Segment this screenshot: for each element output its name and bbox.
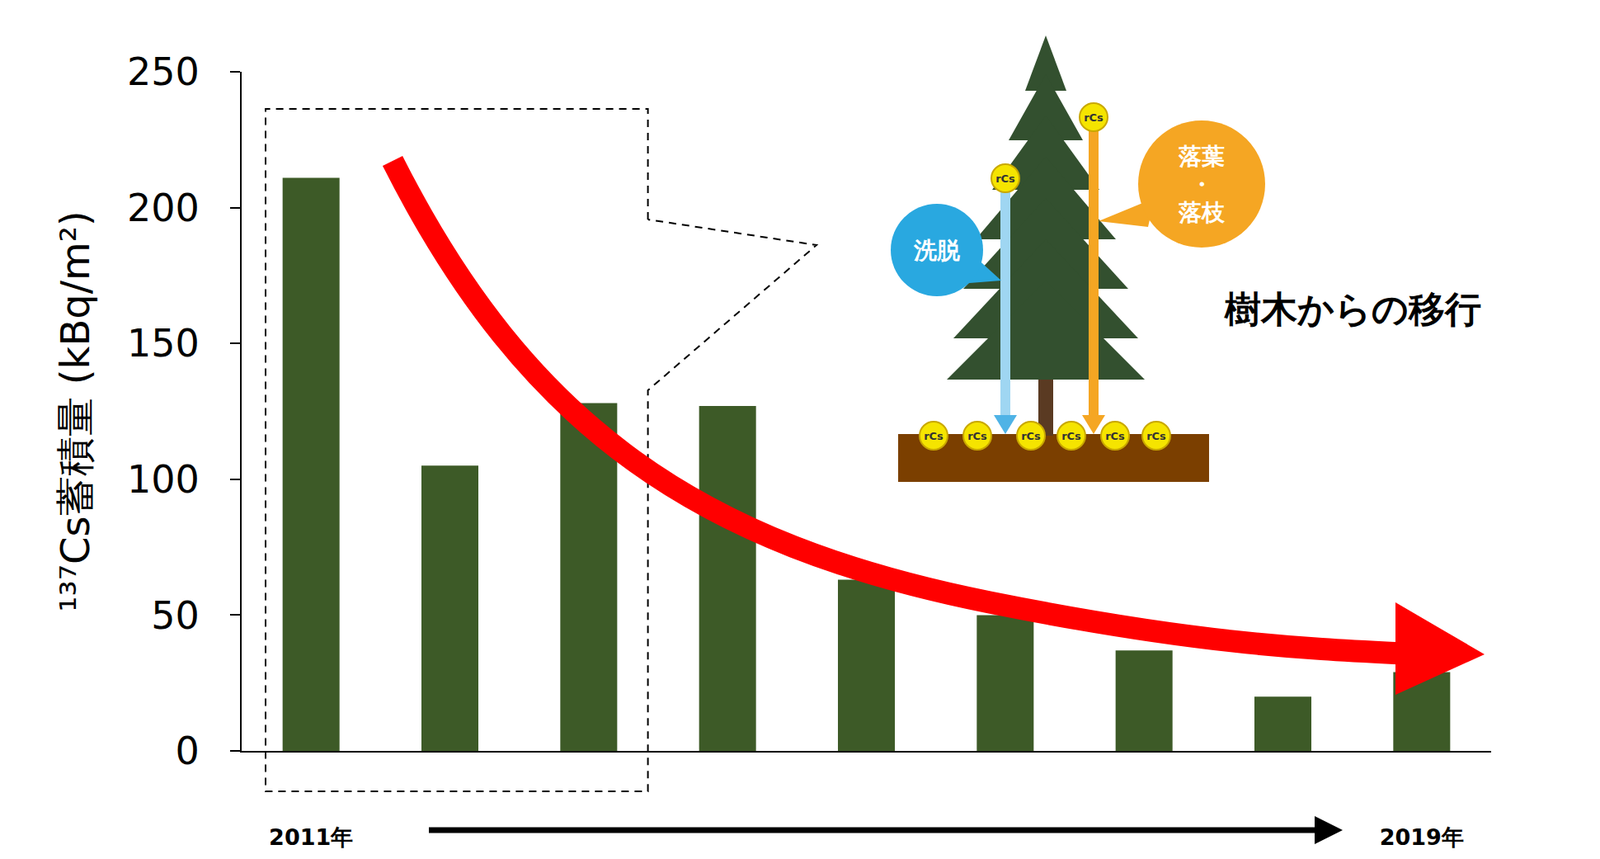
svg-text:¹³⁷Cs蓄積量 (kBq/m²): ¹³⁷Cs蓄積量 (kBq/m²) (51, 210, 99, 612)
svg-text:rCs: rCs (1061, 429, 1082, 443)
svg-text:50: 50 (150, 592, 200, 638)
svg-text:rCs: rCs (923, 429, 944, 443)
svg-text:落枝: 落枝 (1177, 198, 1226, 226)
svg-text:200: 200 (127, 185, 200, 231)
svg-text:・: ・ (1190, 170, 1214, 198)
svg-text:150: 150 (127, 320, 200, 366)
svg-text:2011年: 2011年 (268, 823, 353, 850)
svg-text:250: 250 (127, 49, 200, 95)
svg-text:rCs: rCs (1021, 429, 1041, 443)
svg-text:落葉: 落葉 (1177, 142, 1225, 170)
svg-text:rCs: rCs (967, 429, 988, 443)
svg-text:樹木からの移行: 樹木からの移行 (1223, 287, 1482, 330)
svg-text:rCs: rCs (1146, 429, 1167, 443)
svg-text:100: 100 (127, 456, 200, 502)
svg-text:rCs: rCs (1105, 429, 1125, 443)
svg-text:洗脱: 洗脱 (912, 236, 961, 264)
svg-text:rCs: rCs (995, 172, 1016, 185)
svg-text:rCs: rCs (1083, 111, 1104, 124)
svg-text:2019年: 2019年 (1379, 823, 1464, 850)
svg-text:0: 0 (175, 728, 200, 773)
